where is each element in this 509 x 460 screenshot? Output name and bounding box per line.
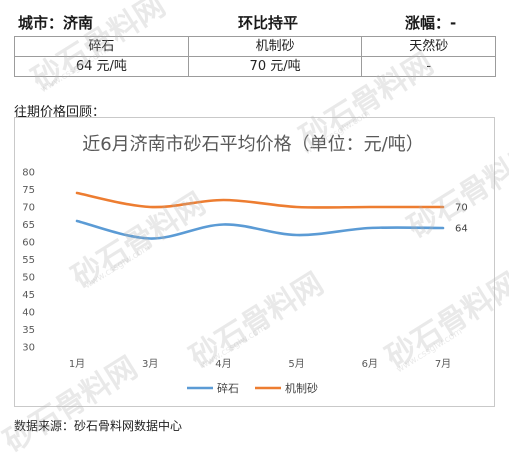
series-lines bbox=[75, 191, 445, 240]
series-line-2 bbox=[75, 191, 445, 209]
x-tick-label: 7月 bbox=[435, 358, 451, 370]
header-crushed-stone: 碎石 bbox=[14, 36, 189, 57]
table-header-row: 碎石 机制砂 天然砂 bbox=[14, 36, 496, 57]
x-tick-label: 6月 bbox=[362, 358, 378, 370]
x-tick-label: 3月 bbox=[142, 358, 158, 370]
data-source: 数据来源：砂石骨料网数据中心 bbox=[14, 419, 183, 433]
chart-title: 近6月济南市砂石平均价格（单位：元/吨） bbox=[82, 134, 424, 155]
city-label: 城市：济南 bbox=[18, 14, 94, 32]
legend-label: 机制砂 bbox=[285, 381, 318, 395]
chart-legend: 碎石 机制砂 bbox=[187, 381, 318, 395]
legend-label: 碎石 bbox=[217, 381, 239, 395]
price-chart: 近6月济南市砂石平均价格（单位：元/吨） 30 35 40 45 50 55 60 65 70 7… bbox=[14, 117, 495, 407]
y-tick-label: 80 bbox=[22, 168, 35, 179]
end-value-label: 70 bbox=[455, 203, 468, 214]
y-tick-label: 75 bbox=[22, 185, 35, 196]
header-natural-sand: 天然砂 bbox=[361, 36, 496, 57]
price-crushed-stone: 64 元/吨 bbox=[14, 56, 189, 77]
end-labels: 64 70 bbox=[455, 203, 468, 235]
price-header: 城市：济南 环比持平 涨幅：- bbox=[0, 10, 509, 34]
history-title: 往期价格回顾： bbox=[14, 105, 106, 120]
change-label: 涨幅：- bbox=[405, 14, 457, 32]
y-tick-label: 60 bbox=[22, 238, 35, 249]
trend-label: 环比持平 bbox=[238, 14, 299, 32]
x-axis-ticks: 1月 3月 4月 5月 6月 7月 bbox=[69, 358, 451, 370]
y-tick-label: 40 bbox=[22, 308, 35, 319]
y-tick-label: 70 bbox=[22, 203, 35, 214]
x-tick-label: 1月 bbox=[69, 358, 85, 370]
y-tick-label: 35 bbox=[22, 325, 35, 336]
y-tick-label: 55 bbox=[22, 255, 35, 266]
y-tick-label: 30 bbox=[22, 343, 35, 354]
chart-canvas: 近6月济南市砂石平均价格（单位：元/吨） 30 35 40 45 50 55 60 65 70 7… bbox=[22, 134, 468, 395]
x-tick-label: 4月 bbox=[215, 358, 231, 370]
y-tick-label: 45 bbox=[22, 290, 35, 301]
price-table: 碎石 机制砂 天然砂 64 元/吨 70 元/吨 - bbox=[14, 36, 496, 77]
end-value-label: 64 bbox=[455, 224, 468, 235]
y-tick-label: 65 bbox=[22, 220, 35, 231]
table-row: 64 元/吨 70 元/吨 - bbox=[14, 56, 496, 77]
y-axis-ticks: 30 35 40 45 50 55 60 65 70 75 80 bbox=[22, 168, 35, 354]
y-tick-label: 50 bbox=[22, 273, 35, 284]
header-machine-sand: 机制砂 bbox=[187, 36, 363, 57]
price-natural-sand: - bbox=[361, 56, 496, 77]
price-machine-sand: 70 元/吨 bbox=[187, 56, 363, 77]
x-tick-label: 5月 bbox=[288, 358, 304, 370]
series-line-1 bbox=[75, 219, 445, 240]
